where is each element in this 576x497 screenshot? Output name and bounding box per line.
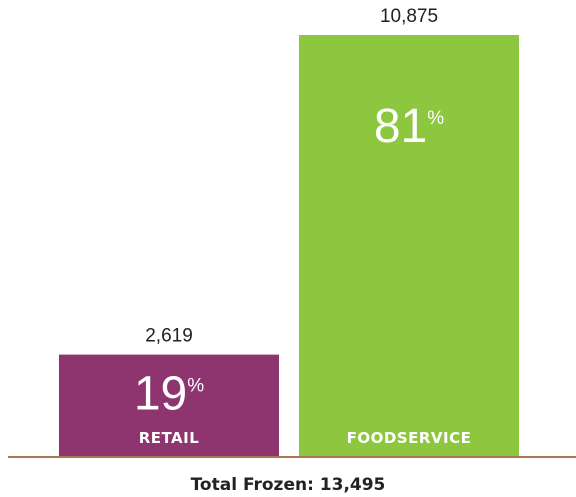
percent-label-retail: 19%: [134, 368, 204, 421]
percent-number-foodservice: 81: [374, 100, 427, 153]
value-label-retail: 2,619: [145, 326, 193, 347]
bar-retail: [59, 354, 279, 456]
value-label-foodservice: 10,875: [380, 6, 438, 27]
total-label: Total Frozen: 13,495: [191, 475, 386, 495]
percent-number-retail: 19: [134, 368, 187, 421]
percent-label-foodservice: 81%: [374, 100, 444, 153]
percent-symbol-retail: %: [187, 376, 204, 397]
category-label-retail: RETAIL: [139, 429, 200, 447]
bars-group: 2,619 19% RETAIL 10,875 81% FOODSERVICE: [59, 6, 519, 456]
bar-foodservice: [299, 35, 519, 456]
percent-symbol-foodservice: %: [427, 108, 444, 129]
category-label-foodservice: FOODSERVICE: [347, 429, 472, 447]
